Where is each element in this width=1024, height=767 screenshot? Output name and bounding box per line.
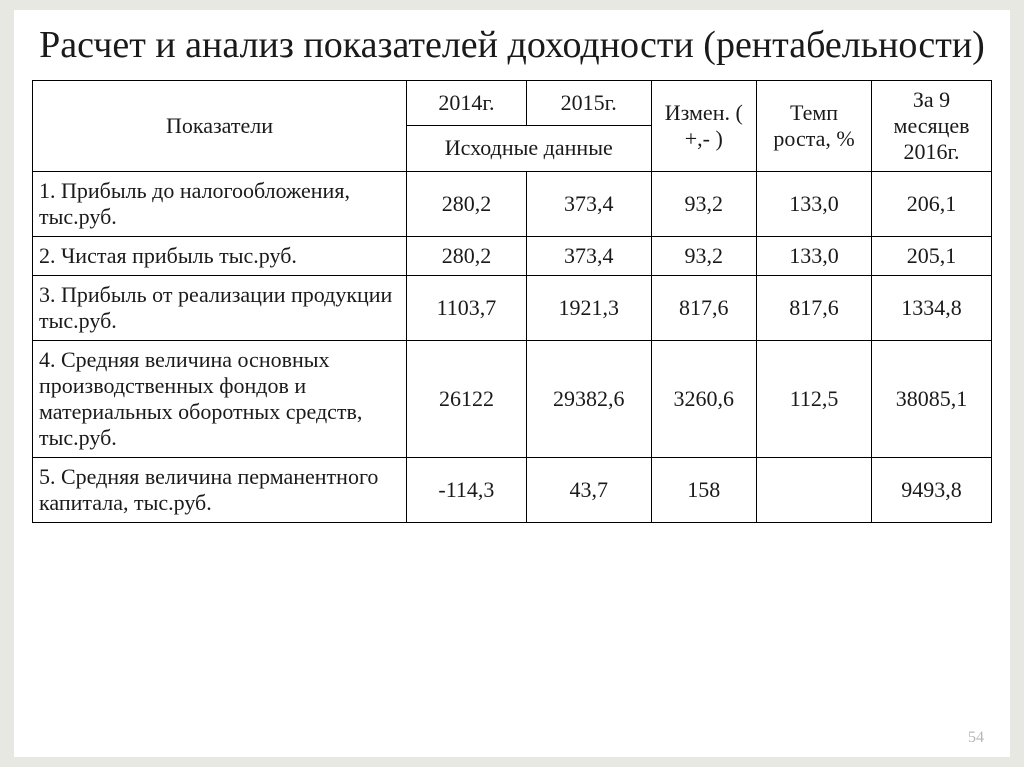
row-change: 93,2 bbox=[651, 236, 756, 275]
row-9m: 1334,8 bbox=[872, 275, 992, 340]
row-label: 2. Чистая прибыль тыс.руб. bbox=[33, 236, 407, 275]
th-9months: За 9 месяцев 2016г. bbox=[872, 80, 992, 171]
slide: Расчет и анализ показателей доходности (… bbox=[14, 10, 1010, 757]
row-label: 1. Прибыль до налогообложения, тыс.руб. bbox=[33, 171, 407, 236]
row-9m: 9493,8 bbox=[872, 457, 992, 522]
row-change: 817,6 bbox=[651, 275, 756, 340]
row-change: 3260,6 bbox=[651, 340, 756, 457]
row-y2: 43,7 bbox=[526, 457, 651, 522]
row-y2: 1921,3 bbox=[526, 275, 651, 340]
row-label: 4. Средняя величина основных производств… bbox=[33, 340, 407, 457]
row-label: 5. Средняя величина перманентного капита… bbox=[33, 457, 407, 522]
row-y2: 373,4 bbox=[526, 236, 651, 275]
row-9m: 205,1 bbox=[872, 236, 992, 275]
table-row: 4. Средняя величина основных производств… bbox=[33, 340, 992, 457]
row-growth bbox=[757, 457, 872, 522]
th-growth: Темп роста, % bbox=[757, 80, 872, 171]
table-row: 3. Прибыль от реализации продукции тыс.р… bbox=[33, 275, 992, 340]
th-source-data: Исходные данные bbox=[407, 126, 652, 172]
row-9m: 206,1 bbox=[872, 171, 992, 236]
header-row-1: Показатели 2014г. 2015г. Измен. ( +,- ) … bbox=[33, 80, 992, 126]
row-y1: 1103,7 bbox=[407, 275, 527, 340]
row-y1: 280,2 bbox=[407, 171, 527, 236]
row-growth: 817,6 bbox=[757, 275, 872, 340]
row-growth: 112,5 bbox=[757, 340, 872, 457]
row-y1: 26122 bbox=[407, 340, 527, 457]
row-growth: 133,0 bbox=[757, 236, 872, 275]
row-label: 3. Прибыль от реализации продукции тыс.р… bbox=[33, 275, 407, 340]
row-y2: 29382,6 bbox=[526, 340, 651, 457]
th-indicator: Показатели bbox=[33, 80, 407, 171]
table-row: 2. Чистая прибыль тыс.руб. 280,2 373,4 9… bbox=[33, 236, 992, 275]
th-year1: 2014г. bbox=[407, 80, 527, 126]
row-y2: 373,4 bbox=[526, 171, 651, 236]
table-row: 1. Прибыль до налогообложения, тыс.руб. … bbox=[33, 171, 992, 236]
table-row: 5. Средняя величина перманентного капита… bbox=[33, 457, 992, 522]
row-9m: 38085,1 bbox=[872, 340, 992, 457]
row-change: 158 bbox=[651, 457, 756, 522]
row-y1: -114,3 bbox=[407, 457, 527, 522]
row-y1: 280,2 bbox=[407, 236, 527, 275]
th-change: Измен. ( +,- ) bbox=[651, 80, 756, 171]
page-title: Расчет и анализ показателей доходности (… bbox=[32, 24, 992, 68]
profitability-table: Показатели 2014г. 2015г. Измен. ( +,- ) … bbox=[32, 80, 992, 523]
page-number: 54 bbox=[968, 729, 984, 747]
row-growth: 133,0 bbox=[757, 171, 872, 236]
row-change: 93,2 bbox=[651, 171, 756, 236]
th-year2: 2015г. bbox=[526, 80, 651, 126]
